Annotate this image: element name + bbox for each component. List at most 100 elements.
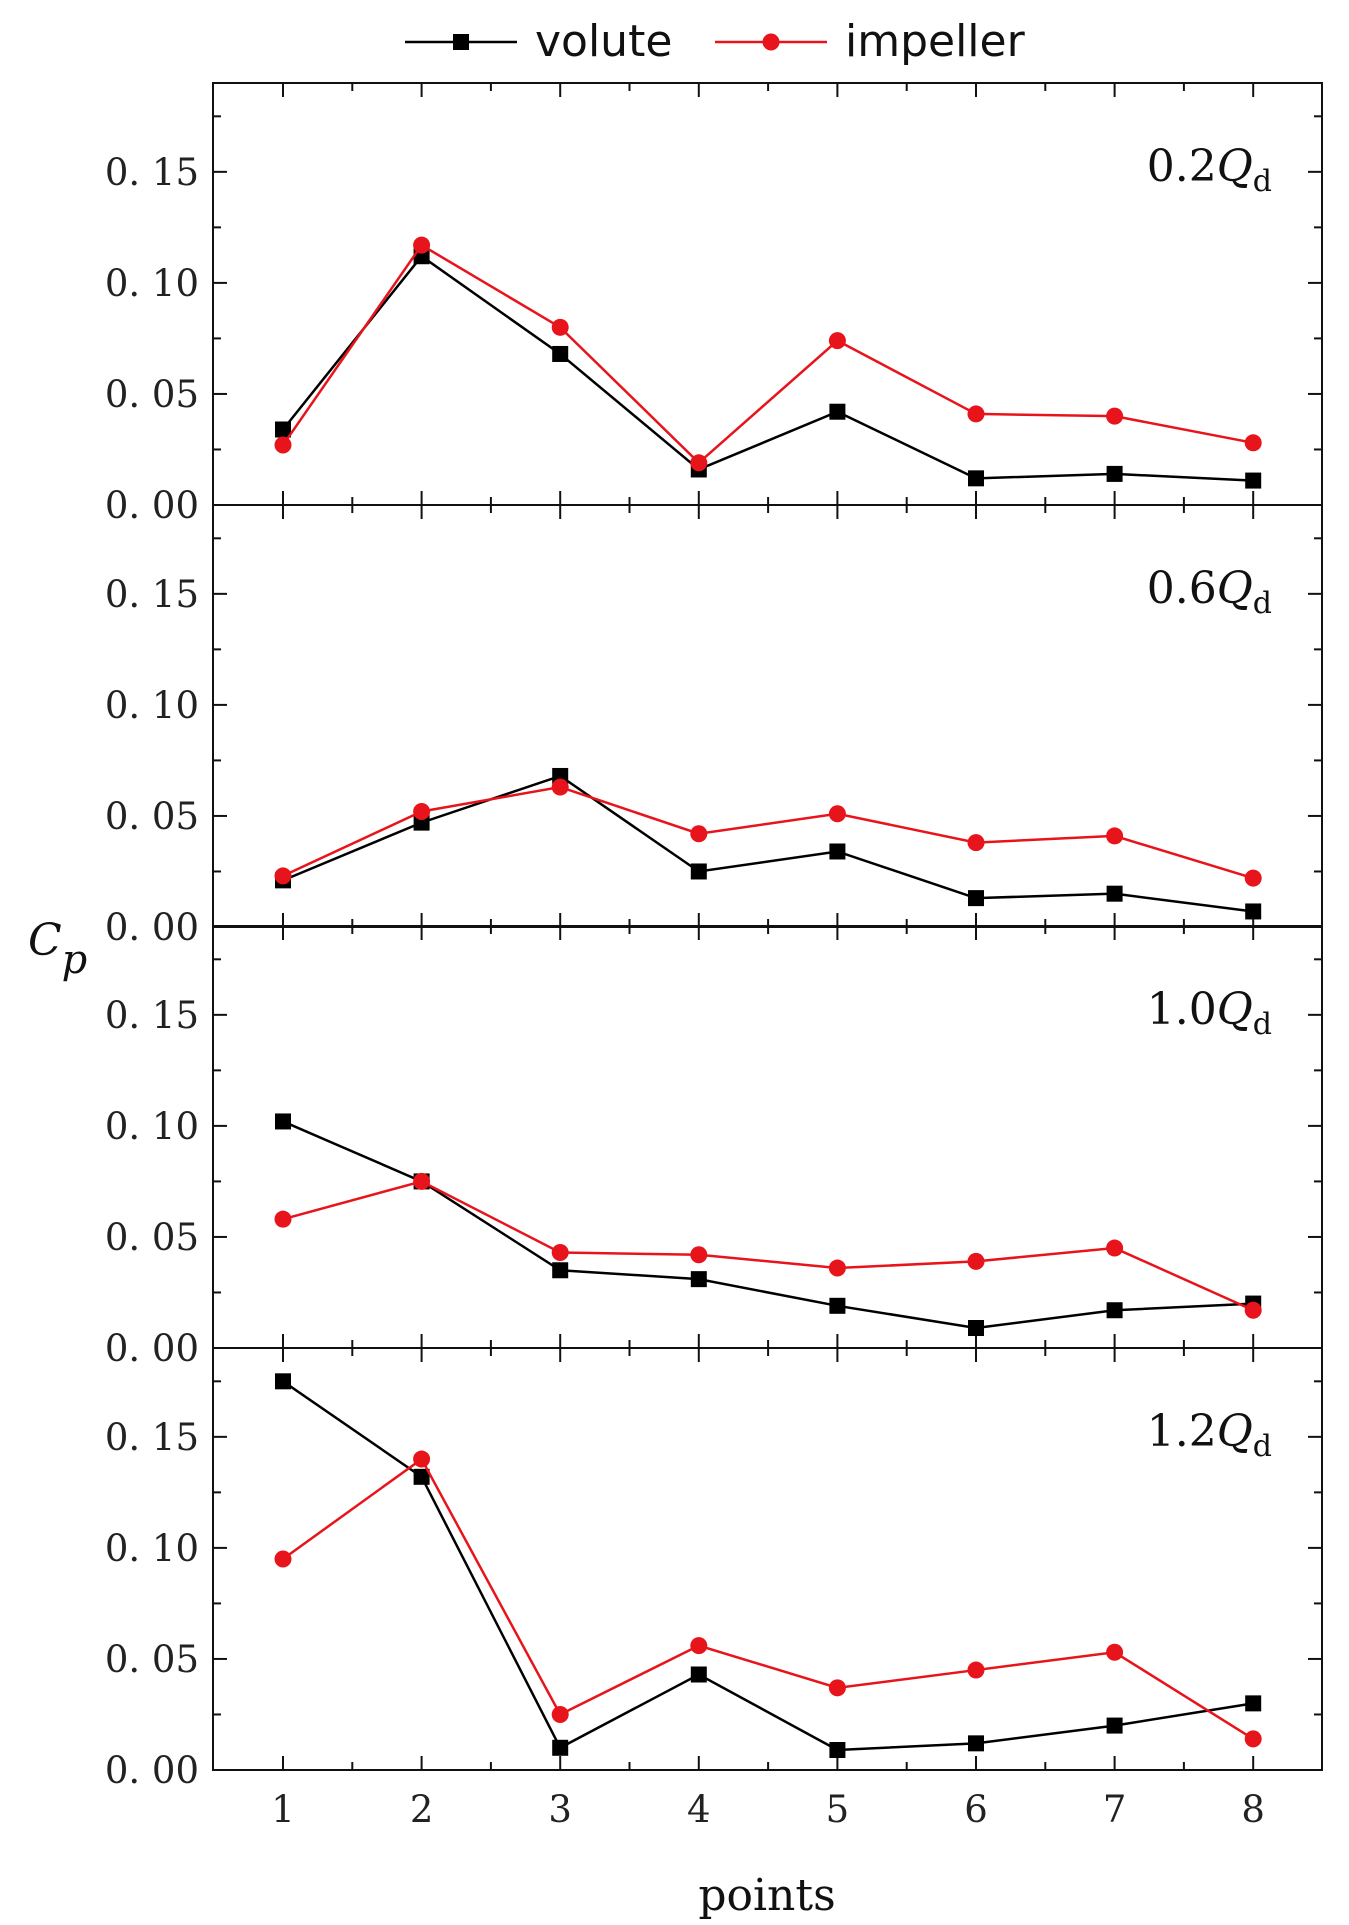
point-impeller — [967, 1661, 985, 1679]
point-volute — [1106, 1717, 1123, 1734]
legend-marker-volute — [453, 34, 469, 50]
series-impeller — [274, 236, 1262, 472]
series-line-volute — [282, 254, 1254, 482]
legend-label-volute: volute — [535, 16, 672, 67]
series-line-impeller — [282, 1457, 1254, 1740]
point-volute — [968, 1735, 984, 1752]
panel-label: 1.0Qd — [1147, 984, 1272, 1042]
series-line-volute — [282, 1120, 1254, 1330]
point-volute — [275, 1373, 291, 1390]
series-impeller — [274, 1172, 1262, 1319]
y-axis-title-sub: p — [62, 937, 88, 983]
point-volute — [552, 1262, 569, 1279]
series-line-impeller — [282, 1180, 1254, 1312]
series-line-volute — [282, 774, 1254, 913]
x-tick-label: 5 — [826, 1788, 850, 1831]
point-impeller — [967, 405, 985, 423]
point-impeller — [551, 318, 569, 336]
point-volute — [829, 1742, 846, 1759]
point-volute — [1245, 903, 1262, 920]
series-impeller — [274, 778, 1262, 887]
panel-label-value: 1.0 — [1147, 984, 1217, 1035]
point-impeller — [274, 436, 292, 454]
panel-4: 0. 00 0. 05 0. 10 0. 15 1.2Qd — [105, 1347, 1323, 1792]
point-volute — [829, 843, 846, 860]
point-impeller — [551, 1705, 569, 1723]
panel-label-q: Q — [1217, 984, 1253, 1035]
point-impeller — [413, 803, 431, 821]
panel-label-q: Q — [1217, 563, 1253, 614]
x-tick-label: 4 — [687, 1788, 711, 1831]
point-volute — [275, 421, 291, 438]
point-volute — [690, 1271, 707, 1288]
series-impeller — [274, 1450, 1262, 1748]
y-tick-label: 0. 00 — [105, 1327, 199, 1370]
x-tick-label: 1 — [271, 1788, 295, 1831]
point-impeller — [1244, 1301, 1262, 1319]
point-impeller — [1106, 1239, 1124, 1257]
point-impeller — [690, 1637, 708, 1655]
point-impeller — [690, 825, 708, 843]
point-impeller — [551, 1243, 569, 1261]
point-volute — [968, 890, 984, 907]
point-impeller — [413, 1450, 431, 1468]
point-volute — [1106, 1302, 1123, 1319]
y-tick-label: 0. 10 — [105, 684, 199, 727]
point-impeller — [274, 1210, 292, 1228]
legend: volute impeller — [405, 16, 1026, 67]
panel-label: 1.2Qd — [1147, 1406, 1272, 1464]
point-impeller — [828, 805, 846, 823]
point-impeller — [274, 867, 292, 885]
y-tick-label: 0. 10 — [105, 1105, 199, 1148]
point-impeller — [690, 1246, 708, 1264]
point-volute — [968, 1320, 984, 1337]
panel-2: 0. 00 0. 05 0. 10 0. 15 0.6Qd — [105, 504, 1323, 949]
point-impeller — [1244, 1730, 1262, 1748]
y-tick-label: 0. 10 — [105, 1527, 199, 1570]
panel-label: 0.6Qd — [1147, 563, 1272, 621]
y-tick-label: 0. 15 — [105, 573, 199, 616]
x-tick-label: 7 — [1103, 1788, 1127, 1831]
series-line-impeller — [282, 785, 1254, 880]
x-tick-label: 6 — [964, 1788, 988, 1831]
series-line-impeller — [281, 243, 1254, 465]
panel-label-q: Q — [1217, 1406, 1253, 1457]
point-impeller — [551, 778, 569, 796]
point-impeller — [413, 1172, 431, 1190]
point-volute — [1106, 885, 1123, 902]
y-tick-label: 0. 15 — [105, 994, 199, 1037]
y-axis-title-main: C — [28, 915, 62, 966]
point-volute — [1245, 472, 1262, 489]
x-tick-label: 8 — [1241, 1788, 1265, 1831]
point-impeller — [828, 332, 846, 350]
point-impeller — [274, 1550, 292, 1568]
point-volute — [413, 1468, 430, 1485]
panel-label-q: Q — [1217, 141, 1253, 192]
y-tick-label: 0. 05 — [105, 1638, 199, 1681]
point-impeller — [413, 236, 431, 254]
point-volute — [690, 1666, 707, 1683]
point-impeller — [1106, 407, 1124, 425]
point-volute — [690, 863, 707, 880]
point-volute — [829, 1297, 846, 1314]
x-tick-label: 2 — [410, 1788, 434, 1831]
point-impeller — [967, 834, 985, 852]
y-tick-label: 0. 00 — [105, 484, 199, 527]
point-volute — [968, 470, 984, 487]
series-volute — [275, 1113, 1262, 1337]
y-tick-label: 0. 00 — [105, 1749, 199, 1792]
y-tick-label: 0. 05 — [105, 373, 199, 416]
y-tick-label: 0. 15 — [105, 151, 199, 194]
point-impeller — [828, 1679, 846, 1697]
point-impeller — [1106, 1643, 1124, 1661]
point-impeller — [690, 454, 708, 472]
y-tick-label: 0. 10 — [105, 262, 199, 305]
panel-label-sub: d — [1253, 1429, 1272, 1464]
series-line-volute — [282, 1380, 1254, 1752]
panel-label-value: 1.2 — [1147, 1406, 1217, 1457]
point-volute — [1106, 465, 1123, 482]
point-impeller — [1244, 869, 1262, 887]
point-volute — [552, 1739, 569, 1756]
y-tick-label: 0. 15 — [105, 1416, 199, 1459]
